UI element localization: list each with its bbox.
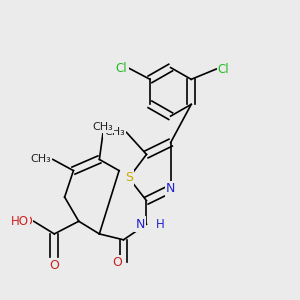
Text: H: H — [156, 218, 165, 231]
Text: N: N — [136, 218, 145, 231]
Text: N: N — [166, 182, 175, 195]
Text: Cl: Cl — [116, 61, 127, 75]
Text: O: O — [22, 215, 32, 228]
Text: CH₃: CH₃ — [104, 127, 125, 137]
Text: HO: HO — [11, 215, 29, 228]
Text: Cl: Cl — [218, 62, 229, 76]
Text: O: O — [50, 259, 59, 272]
Text: S: S — [125, 172, 133, 184]
Text: O: O — [112, 256, 122, 269]
Text: CH₃: CH₃ — [92, 122, 113, 132]
Text: CH₃: CH₃ — [31, 154, 51, 164]
